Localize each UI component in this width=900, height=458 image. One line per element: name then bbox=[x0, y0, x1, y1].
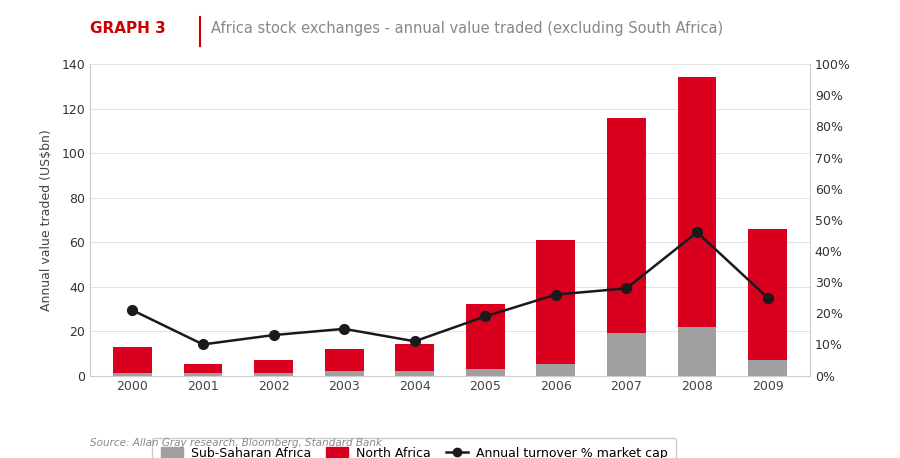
Text: Source: Allan Gray research, Bloomberg, Standard Bank: Source: Allan Gray research, Bloomberg, … bbox=[90, 438, 382, 448]
Bar bbox=[184, 365, 222, 373]
Bar bbox=[395, 344, 434, 371]
Bar bbox=[748, 229, 788, 360]
Bar bbox=[678, 327, 716, 376]
Bar bbox=[608, 118, 646, 333]
Bar bbox=[254, 373, 292, 376]
Bar bbox=[254, 360, 292, 373]
Bar bbox=[325, 371, 364, 376]
Bar bbox=[536, 365, 575, 376]
Text: Africa stock exchanges - annual value traded (excluding South Africa): Africa stock exchanges - annual value tr… bbox=[211, 21, 723, 36]
Bar bbox=[536, 240, 575, 365]
Bar bbox=[395, 371, 434, 376]
Bar bbox=[184, 373, 222, 376]
Legend: Sub-Saharan Africa, North Africa, Annual turnover % market cap: Sub-Saharan Africa, North Africa, Annual… bbox=[152, 438, 676, 458]
Y-axis label: Annual value traded (US$bn): Annual value traded (US$bn) bbox=[40, 129, 53, 311]
Bar bbox=[325, 349, 364, 371]
Bar bbox=[466, 305, 505, 369]
Bar bbox=[112, 347, 152, 373]
Bar bbox=[608, 333, 646, 376]
Bar bbox=[748, 360, 788, 376]
Bar bbox=[466, 369, 505, 376]
Bar bbox=[112, 373, 152, 376]
Bar bbox=[678, 77, 716, 327]
Text: GRAPH 3: GRAPH 3 bbox=[90, 21, 166, 36]
